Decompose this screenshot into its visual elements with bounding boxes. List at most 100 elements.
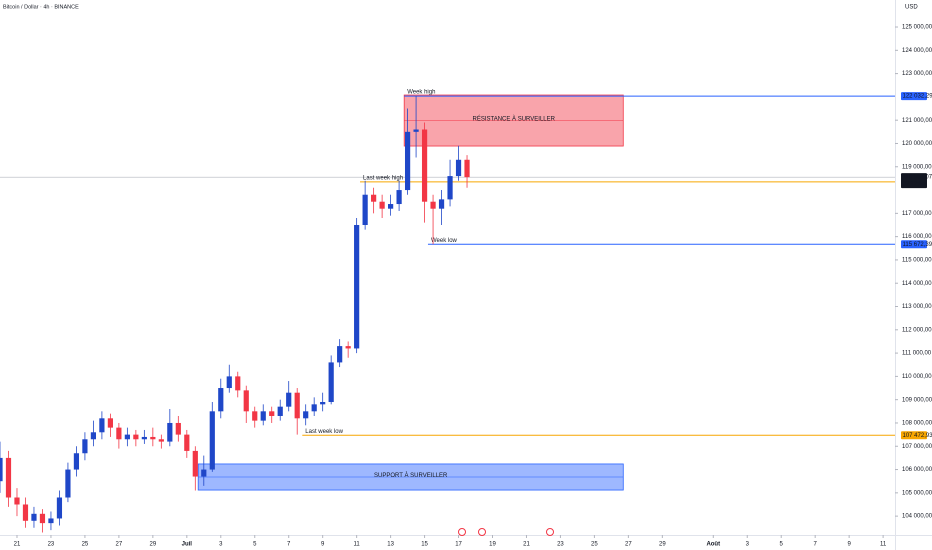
x-tick-label: 11 — [880, 542, 887, 548]
candle-body — [362, 194, 368, 225]
candle-body — [73, 453, 80, 470]
candle-body — [175, 422, 181, 435]
candle-body — [396, 190, 402, 205]
x-tick-label: 7 — [814, 542, 818, 548]
price-tag — [901, 431, 927, 440]
y-tick-label: 106 000,00 — [902, 467, 932, 473]
candle-body — [413, 129, 419, 132]
candle-body — [286, 392, 292, 407]
x-tick-label: 29 — [150, 542, 157, 548]
y-tick-label: 111 000,00 — [902, 351, 932, 357]
x-tick-label: Août — [706, 542, 720, 548]
candle-body — [438, 199, 445, 209]
last-price-tag — [901, 173, 927, 189]
candle-body — [167, 422, 173, 442]
candle-body — [311, 404, 317, 412]
price-tag-label: 107 472,93 — [903, 433, 932, 439]
candle-body — [150, 436, 156, 440]
event-icon — [478, 528, 486, 536]
zone-label: SUPPORT À SURVEILLER — [374, 472, 448, 479]
x-tick-label: 25 — [591, 542, 598, 548]
candle-body — [388, 204, 394, 209]
candle-body — [107, 418, 113, 428]
y-tick-label: 120 000,00 — [902, 141, 932, 147]
candle-body — [260, 411, 266, 421]
zone-label: RÉSISTANCE À SURVEILLER — [472, 116, 555, 123]
level-label: Last week low — [305, 429, 343, 435]
candle-body — [0, 457, 3, 482]
candle-body — [192, 450, 198, 477]
event-icon — [546, 528, 554, 536]
y-tick-label: 121 000,00 — [902, 118, 932, 124]
candle-body — [235, 376, 241, 391]
countdown: 02:12:55 — [903, 182, 927, 188]
y-tick-label: 113 000,00 — [902, 304, 932, 310]
x-tick-label: 23 — [557, 542, 564, 548]
candle-body — [303, 411, 309, 419]
x-tick-label: 7 — [287, 542, 291, 548]
x-tick-label: 3 — [219, 542, 223, 548]
candle-body — [141, 436, 147, 440]
x-tick-label: 21 — [14, 542, 21, 548]
chart-title: Bitcoin / Dollar · 4h · BINANCE — [3, 4, 79, 10]
candle-body — [421, 129, 428, 202]
candle-body — [90, 432, 97, 440]
candle-body — [269, 411, 275, 416]
candle-body — [39, 513, 46, 524]
y-tick-label: 109 000,00 — [902, 397, 932, 403]
event-icon — [458, 528, 466, 536]
candle-body — [5, 457, 12, 498]
candle-body — [243, 390, 249, 412]
last-price-label: 118 554,07 — [903, 175, 932, 181]
x-tick-label: 5 — [253, 542, 257, 548]
x-tick-label: 9 — [321, 542, 325, 548]
candle-body — [209, 411, 215, 470]
price-tag — [901, 240, 927, 249]
price-tag-label: 115 672,39 — [903, 242, 932, 248]
y-tick-label: 112 000,00 — [902, 327, 932, 333]
y-tick-label: 117 000,00 — [902, 211, 932, 217]
candle-body — [99, 418, 105, 433]
y-tick-label: 105 000,00 — [902, 490, 932, 496]
level-label: Week high — [407, 90, 435, 96]
x-tick-label: 21 — [523, 542, 530, 548]
candle-body — [158, 439, 164, 442]
price-tag-label: 122 032,29 — [903, 94, 932, 100]
candle-body — [65, 469, 71, 498]
candle-body — [82, 439, 88, 454]
candle-body — [48, 518, 54, 524]
x-tick-label: 13 — [387, 542, 394, 548]
x-tick-label: 27 — [625, 542, 632, 548]
candle-body — [31, 513, 37, 521]
y-tick-label: 115 000,00 — [902, 258, 932, 264]
candle-body — [226, 376, 232, 389]
candle-body — [455, 159, 462, 177]
candle-body — [337, 346, 343, 363]
candle-body — [294, 392, 300, 419]
candle-body — [464, 159, 470, 178]
candle-body — [328, 362, 334, 403]
currency: USD — [905, 5, 918, 11]
y-tick-label: 104 000,00 — [902, 514, 932, 520]
level-label: Week low — [431, 238, 458, 244]
x-tick-label: 19 — [489, 542, 496, 548]
candle-body — [404, 131, 411, 191]
candle-body — [133, 434, 139, 440]
x-tick-label: 5 — [780, 542, 784, 548]
price-tag — [901, 92, 927, 101]
event-icons — [458, 528, 554, 536]
candle-body — [320, 402, 326, 405]
candle-body — [22, 504, 29, 521]
x-tick-label: 23 — [48, 542, 55, 548]
candle-body — [116, 427, 122, 440]
y-tick-label: 114 000,00 — [902, 281, 932, 287]
x-tick-label: 27 — [116, 542, 123, 548]
candle-body — [447, 176, 453, 200]
y-tick-label: 123 000,00 — [902, 71, 932, 77]
candle-body — [277, 406, 283, 416]
y-tick-label: 110 000,00 — [902, 374, 932, 380]
candle-body — [345, 346, 351, 349]
candle-body — [354, 224, 360, 349]
y-tick-label: 119 000,00 — [902, 164, 932, 170]
